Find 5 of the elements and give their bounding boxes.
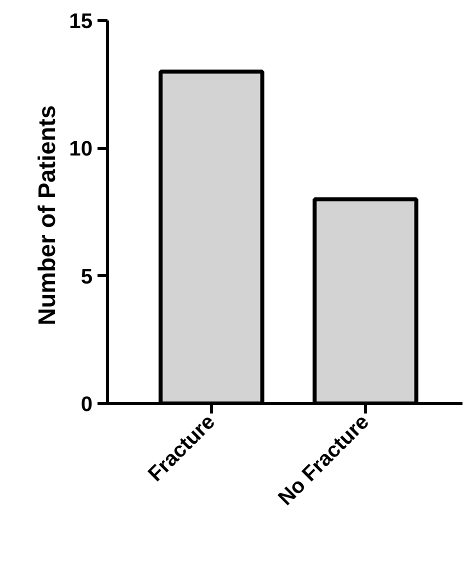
y-axis-title: Number of Patients: [34, 105, 62, 326]
y-tick-label: 5: [80, 265, 93, 288]
y-tick-label: 0: [80, 393, 93, 416]
y-tick-label: 10: [69, 138, 92, 161]
y-tick-label: 15: [69, 10, 93, 33]
